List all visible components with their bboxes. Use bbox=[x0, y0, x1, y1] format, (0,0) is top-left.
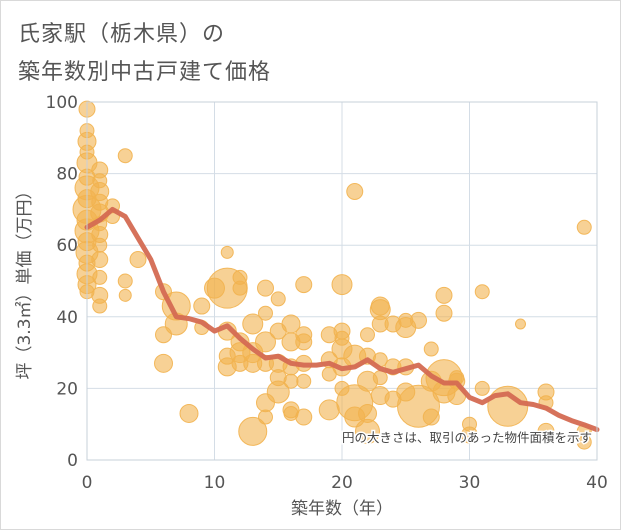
data-bubble bbox=[435, 304, 453, 322]
chart-title-line1: 氏家駅（栃木県）の bbox=[18, 22, 226, 47]
data-bubble bbox=[283, 373, 299, 389]
data-bubble bbox=[179, 403, 199, 423]
data-bubble bbox=[355, 418, 380, 444]
data-bubble bbox=[576, 219, 592, 235]
trend-layer bbox=[84, 206, 600, 433]
data-bubble bbox=[255, 331, 276, 353]
data-bubble bbox=[372, 370, 388, 386]
y-tick-label: 60 bbox=[56, 236, 78, 256]
data-bubble bbox=[515, 318, 526, 330]
data-bubble bbox=[117, 148, 133, 164]
data-bubble bbox=[242, 313, 264, 335]
bubble-size-note: 円の大きさは、取引のあった物件面積を示す bbox=[342, 430, 592, 445]
data-bubble bbox=[154, 353, 173, 373]
data-bubble bbox=[331, 274, 353, 296]
data-bubble bbox=[129, 251, 147, 269]
data-bubble bbox=[258, 305, 273, 321]
y-tick-label: 0 bbox=[67, 451, 78, 471]
data-bubble bbox=[435, 286, 453, 304]
data-bubble bbox=[220, 245, 234, 259]
y-tick-label: 100 bbox=[46, 93, 78, 113]
data-bubble bbox=[576, 434, 592, 450]
y-tick-label: 20 bbox=[56, 379, 78, 399]
data-bubble bbox=[410, 311, 427, 329]
data-bubble bbox=[346, 183, 364, 200]
x-tick-label: 20 bbox=[331, 473, 353, 493]
x-tick-label: 30 bbox=[459, 473, 481, 493]
x-tick-label: 10 bbox=[204, 473, 226, 493]
data-bubble bbox=[92, 298, 108, 314]
data-bubble bbox=[295, 333, 313, 351]
data-bubble bbox=[193, 297, 211, 315]
data-bubble bbox=[266, 380, 290, 404]
data-bubble bbox=[238, 416, 268, 446]
data-bubble bbox=[258, 409, 273, 425]
y-axis-label: 坪（3.3㎡）単価（万円） bbox=[15, 182, 35, 379]
chart-title-line2: 築年数別中古戸建て価格 bbox=[18, 60, 272, 85]
x-axis-label: 築年数（年） bbox=[291, 499, 393, 519]
data-bubble bbox=[295, 408, 313, 426]
y-tick-label: 40 bbox=[56, 308, 78, 328]
data-bubble bbox=[270, 291, 286, 307]
data-bubble bbox=[474, 284, 490, 300]
x-tick-label: 40 bbox=[586, 473, 608, 493]
data-bubble bbox=[257, 279, 274, 297]
x-tick-label: 0 bbox=[82, 473, 93, 493]
data-bubble bbox=[360, 327, 375, 343]
data-bubble bbox=[318, 399, 340, 421]
data-bubble bbox=[118, 288, 132, 302]
data-bubble bbox=[295, 276, 313, 294]
data-bubble bbox=[91, 251, 109, 269]
data-bubble bbox=[422, 408, 440, 426]
data-bubble bbox=[461, 426, 478, 444]
data-bubble bbox=[423, 341, 439, 357]
y-tick-label: 80 bbox=[56, 165, 78, 185]
data-bubble bbox=[537, 422, 555, 440]
data-bubble bbox=[474, 380, 490, 396]
average-price-line bbox=[84, 206, 600, 433]
data-bubble bbox=[92, 269, 108, 285]
x-tick-labels: 0 10 20 30 40 bbox=[82, 473, 608, 493]
data-bubble bbox=[117, 273, 133, 289]
y-tick-labels: 0 20 40 60 80 100 bbox=[46, 93, 78, 471]
plot-border bbox=[86, 101, 598, 461]
data-bubble bbox=[232, 280, 248, 296]
data-bubble bbox=[296, 373, 312, 389]
data-bubble bbox=[92, 237, 108, 253]
